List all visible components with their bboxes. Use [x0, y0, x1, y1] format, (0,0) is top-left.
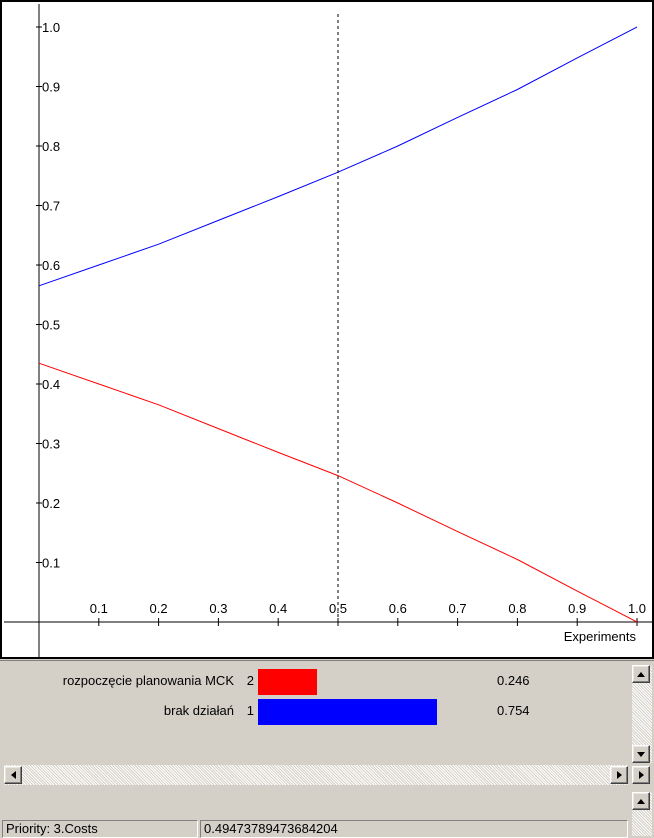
result-name: rozpoczęcie planowania MCK: [62, 673, 234, 688]
x-tick-label: 0.9: [568, 601, 586, 616]
results-panel: rozpoczęcie planowania MCK 2 0.246 brak dzi…: [0, 660, 654, 788]
y-tick-label: 0.9: [42, 80, 60, 95]
arrow-right-icon: [616, 771, 622, 779]
scroll-right-end-button[interactable]: [632, 766, 650, 784]
result-row[interactable]: rozpoczęcie planowania MCK 2 0.246: [0, 667, 630, 695]
y-tick-label: 0.6: [42, 258, 60, 273]
y-tick-label: 0.2: [42, 496, 60, 511]
status-area: Priority: 3.Costs 0.49473789473684204: [0, 790, 654, 838]
scroll-down-button[interactable]: [632, 745, 650, 763]
x-tick-label: 0.6: [389, 601, 407, 616]
x-tick-label: 1.0: [628, 601, 646, 616]
x-tick-label: 0.7: [449, 601, 467, 616]
priority-value-status: 0.49473789473684204: [200, 820, 628, 838]
x-tick-label: 0.1: [90, 601, 108, 616]
scroll-up-button[interactable]: [632, 665, 650, 683]
arrow-down-icon: [637, 751, 645, 757]
series-line-1: [38, 26, 638, 287]
result-bar: [258, 669, 317, 695]
y-tick-label: 0.1: [42, 556, 60, 571]
y-tick-label: 0.4: [42, 377, 60, 392]
result-name: brak działań: [163, 703, 234, 718]
y-tick-label: 0.3: [42, 437, 60, 452]
result-value: 0.754: [497, 703, 530, 718]
result-rank: 1: [246, 703, 254, 718]
result-value: 0.246: [497, 673, 530, 688]
scroll-left-button[interactable]: [4, 766, 22, 784]
y-tick-label: 0.8: [42, 139, 60, 154]
x-tick-label: 0.2: [150, 601, 168, 616]
results-horizontal-scrollbar[interactable]: [4, 765, 628, 785]
chart-canvas[interactable]: 0.1 0.2 0.3 0.4 0.5 0.6 0.7 0.8 0.9 1.0 0.1 0.2 0.3 0…: [2, 2, 654, 661]
y-tick-label: 0.5: [42, 318, 60, 333]
series-line-2: [38, 362, 638, 623]
status-scroll-up-button[interactable]: [632, 792, 650, 810]
x-tick-label: 0.4: [269, 601, 287, 616]
x-tick-label: 0.3: [209, 601, 227, 616]
arrow-up-icon: [637, 671, 645, 677]
result-row[interactable]: brak działań 1 0.754: [0, 697, 630, 725]
arrow-up-icon: [637, 798, 645, 804]
x-tick-label: 0.8: [508, 601, 526, 616]
x-axis-label: Experiments: [564, 629, 637, 644]
arrow-left-icon: [10, 771, 16, 779]
priority-status: Priority: 3.Costs: [2, 820, 198, 838]
result-rank: 2: [246, 673, 254, 688]
status-vertical-scrollbar[interactable]: [632, 792, 652, 836]
y-tick-label: 0.7: [42, 199, 60, 214]
arrow-right-icon: [638, 771, 644, 779]
y-tick-label: 1.0: [42, 20, 60, 35]
scroll-right-button[interactable]: [610, 766, 628, 784]
sensitivity-chart[interactable]: 0.1 0.2 0.3 0.4 0.5 0.6 0.7 0.8 0.9 1.0 0.1 0.2 0.3 0…: [0, 0, 654, 659]
results-vertical-scrollbar[interactable]: [632, 665, 652, 763]
result-bar: [258, 699, 437, 725]
